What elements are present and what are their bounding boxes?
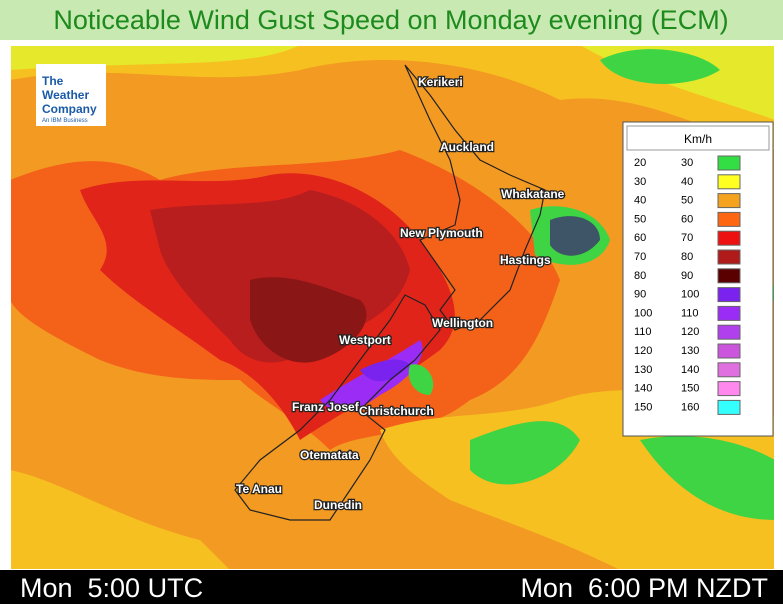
legend-swatch xyxy=(717,268,741,284)
legend-swatch xyxy=(717,305,741,321)
legend-from: 140 xyxy=(634,383,652,395)
legend-from: 90 xyxy=(634,289,646,301)
legend-from: 40 xyxy=(634,195,646,207)
footer-bar xyxy=(0,570,783,604)
legend-box xyxy=(622,121,774,437)
legend-swatch xyxy=(717,249,741,265)
logo-tagline: An IBM Business xyxy=(42,118,88,124)
legend-swatch xyxy=(717,287,741,303)
legend-swatch xyxy=(717,343,741,359)
logo-text: Company xyxy=(42,102,97,116)
legend-to: 70 xyxy=(681,232,693,244)
legend-from: 100 xyxy=(634,307,652,319)
city-label: Kerikeri xyxy=(418,75,463,89)
legend-from: 80 xyxy=(634,270,646,282)
legend-from: 110 xyxy=(634,326,652,338)
logo-text: The xyxy=(42,74,64,88)
city-label: Te Anau xyxy=(236,482,282,496)
legend-to: 60 xyxy=(681,213,693,225)
legend-to: 130 xyxy=(681,345,699,357)
legend-swatch xyxy=(717,399,741,415)
legend: Km/h 20 30 30 40 40 50 50 60 60 70 70 80 80 90 90 100 10… xyxy=(622,121,774,437)
city-label: New Plymouth xyxy=(400,226,483,240)
city-label: Westport xyxy=(339,333,391,347)
city-label: Auckland xyxy=(440,140,494,154)
legend-swatch xyxy=(717,230,741,246)
legend-to: 50 xyxy=(681,195,693,207)
legend-to: 160 xyxy=(681,401,699,413)
city-label: Hastings xyxy=(500,253,551,267)
legend-to: 30 xyxy=(681,157,693,169)
legend-to: 140 xyxy=(681,364,699,376)
city-label: Whakatane xyxy=(501,187,565,201)
legend-to: 80 xyxy=(681,251,693,263)
legend-to: 110 xyxy=(681,307,699,319)
logo: The Weather Company An IBM Business xyxy=(36,64,106,126)
city-label: Otematata xyxy=(300,448,359,462)
legend-from: 30 xyxy=(634,176,646,188)
title-bar xyxy=(0,0,783,40)
footer-right: Mon 6:00 PM NZDT xyxy=(520,573,768,603)
logo-text: Weather xyxy=(42,88,89,102)
legend-to: 120 xyxy=(681,326,699,338)
legend-from: 70 xyxy=(634,251,646,263)
legend-header xyxy=(626,125,770,151)
legend-swatch xyxy=(717,211,741,227)
city-label: Dunedin xyxy=(314,498,362,512)
legend-from: 20 xyxy=(634,157,646,169)
legend-to: 40 xyxy=(681,176,693,188)
legend-swatch xyxy=(717,193,741,209)
city-label: Wellington xyxy=(432,316,493,330)
legend-swatch xyxy=(717,174,741,190)
legend-from: 50 xyxy=(634,213,646,225)
title: Noticeable Wind Gust Speed on Monday eve… xyxy=(53,5,728,35)
legend-from: 60 xyxy=(634,232,646,244)
footer-left: Mon 5:00 UTC xyxy=(20,573,203,603)
legend-from: 150 xyxy=(634,401,652,413)
legend-from: 120 xyxy=(634,345,652,357)
legend-swatch xyxy=(717,362,741,378)
legend-title: Km/h xyxy=(684,132,712,146)
legend-swatch xyxy=(717,155,741,171)
legend-to: 150 xyxy=(681,383,699,395)
city-label: Franz Josef xyxy=(292,400,360,414)
legend-swatch xyxy=(717,381,741,397)
legend-to: 90 xyxy=(681,270,693,282)
city-label: Christchurch xyxy=(359,404,434,418)
legend-swatch xyxy=(717,324,741,340)
legend-to: 100 xyxy=(681,289,699,301)
legend-from: 130 xyxy=(634,364,652,376)
city-labels: Kerikeri Auckland Whakatane New Plymouth Has… xyxy=(235,74,566,514)
logo-box xyxy=(36,64,106,126)
